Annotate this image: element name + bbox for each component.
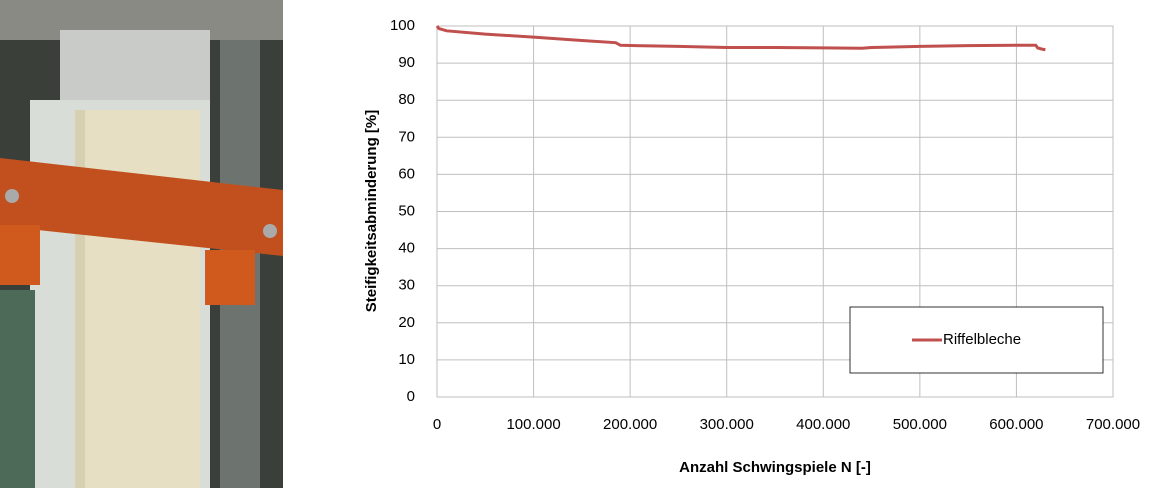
y-tick-label: 10 <box>398 351 415 368</box>
y-tick-label: 70 <box>398 128 415 145</box>
x-tick-label: 300.000 <box>700 416 754 433</box>
y-tick-label: 30 <box>398 277 415 294</box>
x-tick-label: 500.000 <box>893 416 947 433</box>
x-tick-label: 400.000 <box>796 416 850 433</box>
x-tick-label: 700.000 <box>1086 416 1140 433</box>
y-axis-title: Steifigkeitsabminderung [%] <box>363 110 380 313</box>
y-tick-label: 90 <box>398 54 415 71</box>
y-tick-label: 20 <box>398 314 415 331</box>
page: Steifigkeitsabminderung [%] Anzahl Schwi… <box>0 0 1151 488</box>
data-line <box>437 26 1045 50</box>
y-tick-label: 80 <box>398 91 415 108</box>
y-tick-label: 40 <box>398 240 415 257</box>
photo <box>0 0 283 488</box>
chart: 0 10 20 30 40 50 60 70 80 90 100 0 100.000 200.000 300… <box>390 17 1140 433</box>
x-tick-label: 0 <box>433 416 441 433</box>
y-tick-label: 0 <box>407 388 415 405</box>
x-tick-label: 600.000 <box>989 416 1043 433</box>
legend-label: Riffelbleche <box>943 331 1021 348</box>
y-tick-label: 100 <box>390 17 415 34</box>
x-axis-title: Anzahl Schwingspiele N [-] <box>679 459 871 476</box>
y-tick-label: 60 <box>398 165 415 182</box>
x-tick-label: 100.000 <box>506 416 560 433</box>
y-tick-label: 50 <box>398 202 415 219</box>
x-tick-label: 200.000 <box>603 416 657 433</box>
